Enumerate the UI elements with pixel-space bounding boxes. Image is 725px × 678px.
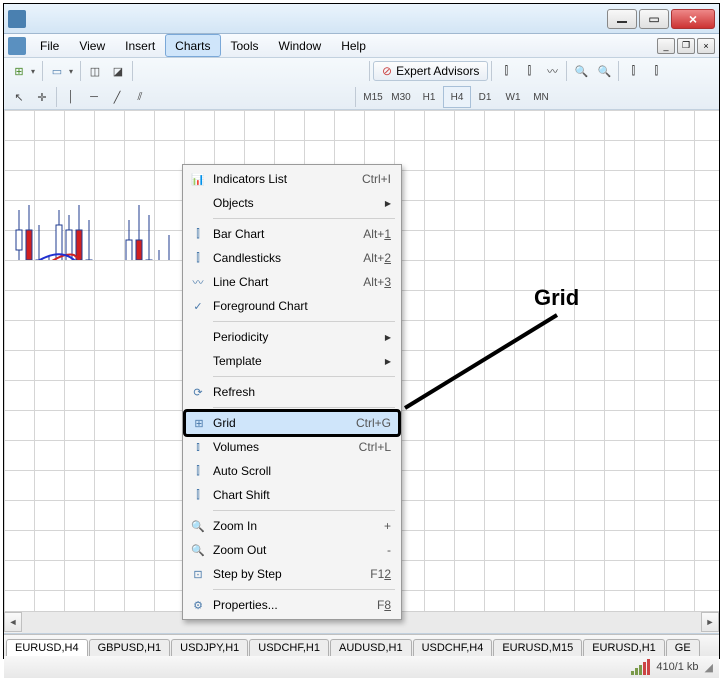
toolbars: ⊞▾ ▭▾ ◫ ◪ ⊘ Expert Advisors ⫿ ⫿ 〰 🔍 🔍 ⫿ … xyxy=(4,58,719,110)
timeframe-w1[interactable]: W1 xyxy=(499,86,527,108)
menubar: FileViewInsertChartsToolsWindowHelp _ ❐ … xyxy=(4,34,719,58)
tab-eurusd-h4[interactable]: EURUSD,H4 xyxy=(6,639,88,656)
tab-usdjpy-h1[interactable]: USDJPY,H1 xyxy=(171,639,248,656)
tab-audusd-h1[interactable]: AUDUSD,H1 xyxy=(330,639,412,656)
timeframe-h4[interactable]: H4 xyxy=(443,86,471,108)
titlebar[interactable]: ▭ × xyxy=(4,4,719,34)
timeframe-h1[interactable]: H1 xyxy=(415,86,443,108)
connection-bars-icon xyxy=(631,659,650,675)
timeframe-m15[interactable]: M15 xyxy=(359,86,387,108)
menu-item-zoom-in[interactable]: 🔍Zoom In+ xyxy=(185,514,399,538)
mdi-restore-button[interactable]: ❐ xyxy=(677,38,695,54)
tab-gbpusd-h1[interactable]: GBPUSD,H1 xyxy=(89,639,171,656)
menu-insert[interactable]: Insert xyxy=(115,34,165,57)
annotation-arrow xyxy=(402,310,562,412)
profiles-icon[interactable]: ▭ xyxy=(46,60,68,82)
mdi-close-button[interactable]: × xyxy=(697,38,715,54)
menu-item-bar-chart[interactable]: ⫿Bar ChartAlt+1 xyxy=(185,222,399,246)
chart-shift-icon[interactable]: ⫿ xyxy=(645,60,667,82)
window: ▭ × FileViewInsertChartsToolsWindowHelp … xyxy=(3,3,720,659)
mdi-minimize-button[interactable]: _ xyxy=(657,38,675,54)
menu-item-foreground-chart[interactable]: ✓Foreground Chart xyxy=(185,294,399,318)
status-corner-icon: ◢ xyxy=(705,661,713,674)
workspace: ◄ ► 📊Indicators ListCtrl+IObjects▶ ⫿Bar C… xyxy=(4,110,719,634)
expert-advisors-label: Expert Advisors xyxy=(396,64,479,78)
menu-item-grid[interactable]: ⊞GridCtrl+G xyxy=(185,411,399,435)
bar-chart-icon[interactable]: ⫿ xyxy=(495,60,517,82)
menu-tools[interactable]: Tools xyxy=(221,34,269,57)
minimize-button[interactable] xyxy=(607,9,637,29)
trendline-icon[interactable]: ╱ xyxy=(106,86,128,108)
scroll-right-button[interactable]: ► xyxy=(701,612,719,632)
menu-item-zoom-out[interactable]: 🔍Zoom Out- xyxy=(185,538,399,562)
menu-item-refresh[interactable]: ⟳Refresh xyxy=(185,380,399,404)
close-button[interactable]: × xyxy=(671,9,715,29)
statusbar: 410/1 kb ◢ xyxy=(4,656,719,678)
channel-icon[interactable]: ⫽ xyxy=(129,86,151,108)
navigator-icon[interactable]: ◪ xyxy=(107,60,129,82)
zoom-in-icon[interactable]: 🔍 xyxy=(570,60,592,82)
menu-item-periodicity[interactable]: Periodicity▶ xyxy=(185,325,399,349)
charts-menu-dropdown: 📊Indicators ListCtrl+IObjects▶ ⫿Bar Chart… xyxy=(182,164,402,620)
menu-item-volumes[interactable]: ⫾VolumesCtrl+L xyxy=(185,435,399,459)
scroll-left-button[interactable]: ◄ xyxy=(4,612,22,632)
menu-item-auto-scroll[interactable]: ⫿Auto Scroll xyxy=(185,459,399,483)
menu-item-objects[interactable]: Objects▶ xyxy=(185,191,399,215)
zoom-out-icon[interactable]: 🔍 xyxy=(593,60,615,82)
tab-eurusd-m15[interactable]: EURUSD,M15 xyxy=(493,639,582,656)
menu-item-indicators-list[interactable]: 📊Indicators ListCtrl+I xyxy=(185,167,399,191)
crosshair-icon[interactable]: ✛ xyxy=(31,86,53,108)
menu-item-step-by-step[interactable]: ⊡Step by StepF12 xyxy=(185,562,399,586)
status-traffic: 410/1 kb xyxy=(656,661,698,673)
annotation-label: Grid xyxy=(534,285,579,311)
auto-scroll-icon[interactable]: ⫿ xyxy=(622,60,644,82)
menu-item-line-chart[interactable]: 〰Line ChartAlt+3 xyxy=(185,270,399,294)
menu-charts[interactable]: Charts xyxy=(165,34,220,57)
menu-item-candlesticks[interactable]: ⫿CandlesticksAlt+2 xyxy=(185,246,399,270)
app-icon xyxy=(8,10,26,28)
timeframe-d1[interactable]: D1 xyxy=(471,86,499,108)
menu-item-template[interactable]: Template▶ xyxy=(185,349,399,373)
timeframe-mn[interactable]: MN xyxy=(527,86,555,108)
maximize-button[interactable]: ▭ xyxy=(639,9,669,29)
line-chart-icon[interactable]: 〰 xyxy=(541,60,563,82)
tab-ge[interactable]: GE xyxy=(666,639,700,656)
menu-help[interactable]: Help xyxy=(331,34,376,57)
new-chart-icon[interactable]: ⊞ xyxy=(8,60,30,82)
cursor-icon[interactable]: ↖ xyxy=(8,86,30,108)
menu-item-properties[interactable]: ⚙Properties...F8 xyxy=(185,593,399,617)
menu-item-chart-shift[interactable]: ⫿Chart Shift xyxy=(185,483,399,507)
tab-usdchf-h1[interactable]: USDCHF,H1 xyxy=(249,639,329,656)
hline-icon[interactable]: ─ xyxy=(83,86,105,108)
tab-usdchf-h4[interactable]: USDCHF,H4 xyxy=(413,639,493,656)
vline-icon[interactable]: │ xyxy=(60,86,82,108)
menu-file[interactable]: File xyxy=(30,34,69,57)
menu-view[interactable]: View xyxy=(69,34,115,57)
tab-eurusd-h1[interactable]: EURUSD,H1 xyxy=(583,639,665,656)
app-small-icon xyxy=(8,37,26,55)
menu-window[interactable]: Window xyxy=(269,34,332,57)
candlestick-icon[interactable]: ⫿ xyxy=(518,60,540,82)
chart-tabs: EURUSD,H4GBPUSD,H1USDJPY,H1USDCHF,H1AUDU… xyxy=(4,634,719,656)
timeframe-m30[interactable]: M30 xyxy=(387,86,415,108)
expert-advisors-button[interactable]: ⊘ Expert Advisors xyxy=(373,61,488,81)
market-watch-icon[interactable]: ◫ xyxy=(84,60,106,82)
